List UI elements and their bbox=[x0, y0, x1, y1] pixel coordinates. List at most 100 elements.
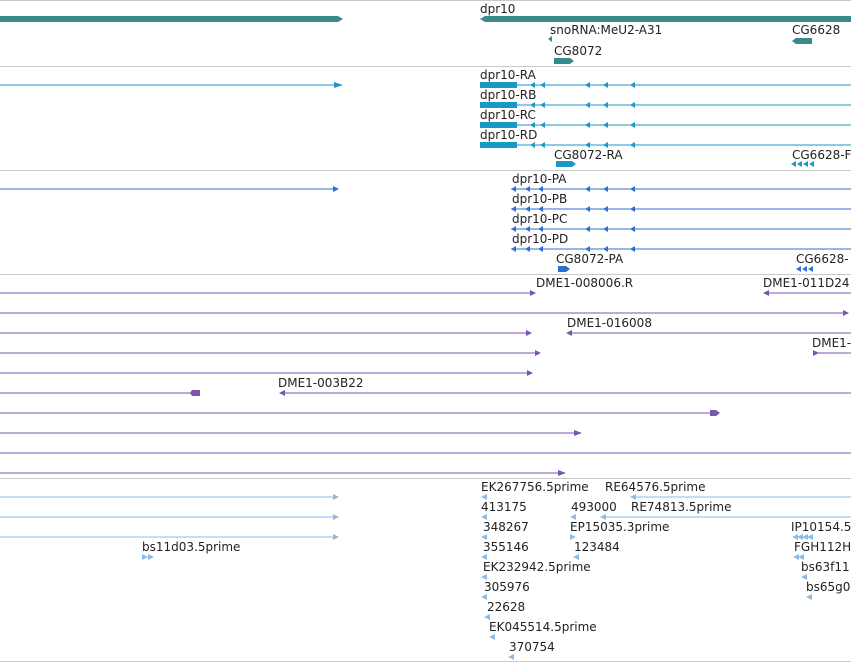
gene-feature-cg6628[interactable] bbox=[792, 38, 812, 44]
transcript-feature-cg6628[interactable] bbox=[791, 161, 814, 167]
est-feature-493000[interactable] bbox=[570, 514, 576, 520]
transcript-feature-dpr10-rd[interactable] bbox=[480, 142, 851, 148]
track-separator bbox=[0, 274, 851, 275]
gene-label[interactable]: CG6628 bbox=[792, 23, 841, 37]
est-feature-ep15035[interactable] bbox=[570, 534, 576, 540]
est-label[interactable]: EK232942.5prime bbox=[483, 560, 591, 574]
transcript-feature-dpr10-ra[interactable] bbox=[480, 82, 851, 88]
transcript-track bbox=[0, 82, 851, 167]
probe-feature[interactable] bbox=[0, 370, 533, 376]
probe-feature-016008[interactable] bbox=[566, 330, 851, 336]
probe-feature[interactable] bbox=[0, 430, 582, 436]
protein-label[interactable]: dpr10-PD bbox=[512, 232, 569, 246]
probe-label[interactable]: DME1-016008 bbox=[567, 316, 652, 330]
est-feature-ek232942[interactable] bbox=[481, 574, 487, 580]
probe-label[interactable]: DME1-008006.R bbox=[536, 276, 634, 290]
gene-label[interactable]: dpr10 bbox=[480, 2, 516, 16]
est-feature[interactable] bbox=[0, 494, 339, 500]
est-feature-348267[interactable] bbox=[481, 534, 487, 540]
est-label[interactable]: FGH112H bbox=[794, 540, 851, 554]
est-label[interactable]: 348267 bbox=[483, 520, 529, 534]
probe-feature[interactable] bbox=[0, 410, 720, 416]
probe-label[interactable]: DME1-011D24 bbox=[763, 276, 850, 290]
est-feature-ip10154[interactable] bbox=[792, 534, 813, 540]
protein-feature-dpr10-pd[interactable] bbox=[511, 246, 851, 252]
gene-feature[interactable] bbox=[0, 16, 343, 22]
est-label[interactable]: IP10154.5 bbox=[791, 520, 851, 534]
est-label[interactable]: bs65g0 bbox=[806, 580, 851, 594]
protein-label[interactable]: CG8072-PA bbox=[556, 252, 624, 266]
transcript-label[interactable]: CG8072-RA bbox=[554, 148, 623, 162]
transcript-label[interactable]: CG6628-F bbox=[792, 148, 851, 162]
gene-feature-cg8072[interactable] bbox=[554, 58, 574, 64]
protein-feature-dpr10-pb[interactable] bbox=[511, 206, 851, 212]
transcript-feature-cg8072-ra[interactable] bbox=[556, 161, 576, 167]
est-feature-305976[interactable] bbox=[481, 594, 487, 600]
est-feature-ek045514[interactable] bbox=[489, 634, 495, 640]
est-feature-22628[interactable] bbox=[484, 614, 490, 620]
protein-feature-cg8072-pa[interactable] bbox=[558, 266, 570, 272]
protein-label[interactable]: dpr10-PB bbox=[512, 192, 568, 206]
protein-feature-dpr10-pc[interactable] bbox=[511, 226, 851, 232]
est-label[interactable]: EP15035.3prime bbox=[570, 520, 670, 534]
est-feature-355146[interactable] bbox=[481, 554, 487, 560]
transcript-feature-dpr10-rc[interactable] bbox=[480, 122, 851, 128]
protein-feature-dpr10-pa[interactable] bbox=[511, 186, 851, 192]
est-label[interactable]: EK267756.5prime bbox=[481, 480, 589, 494]
probe-feature-011d24[interactable] bbox=[763, 290, 851, 296]
est-feature-bs11d03[interactable] bbox=[142, 554, 154, 560]
est-feature-ek267756[interactable] bbox=[481, 494, 487, 500]
probe-label[interactable]: DME1-003B22 bbox=[278, 376, 364, 390]
est-label[interactable]: 355146 bbox=[483, 540, 529, 554]
probe-feature[interactable] bbox=[0, 470, 566, 476]
est-label[interactable]: 123484 bbox=[574, 540, 620, 554]
protein-feature-cg6628[interactable] bbox=[796, 266, 813, 272]
est-feature-370754[interactable] bbox=[508, 654, 514, 660]
est-label[interactable]: RE64576.5prime bbox=[605, 480, 706, 494]
est-feature[interactable] bbox=[0, 534, 339, 540]
transcript-label[interactable]: dpr10-RA bbox=[480, 68, 536, 82]
probe-track bbox=[0, 290, 851, 476]
probe-feature[interactable] bbox=[0, 350, 541, 356]
probe-feature[interactable] bbox=[0, 310, 849, 316]
est-feature-bs63f11[interactable] bbox=[801, 574, 807, 580]
protein-label[interactable]: dpr10-PC bbox=[512, 212, 568, 226]
protein-label[interactable]: CG6628- bbox=[796, 252, 849, 266]
est-label[interactable]: 413175 bbox=[481, 500, 527, 514]
est-feature[interactable] bbox=[0, 514, 339, 520]
est-feature-fgh112h[interactable] bbox=[793, 554, 804, 560]
protein-track bbox=[0, 186, 851, 272]
transcript-label[interactable]: dpr10-RB bbox=[480, 88, 537, 102]
est-feature-re74813[interactable] bbox=[600, 514, 851, 520]
est-label[interactable]: 22628 bbox=[487, 600, 526, 614]
est-label[interactable]: 370754 bbox=[509, 640, 555, 654]
track-separator bbox=[0, 66, 851, 67]
est-label[interactable]: 305976 bbox=[484, 580, 530, 594]
gene-feature-snorna[interactable] bbox=[548, 36, 552, 42]
gene-feature-dpr10[interactable] bbox=[480, 16, 851, 22]
est-feature-123484[interactable] bbox=[573, 554, 579, 560]
est-label[interactable]: bs63f11 bbox=[801, 560, 850, 574]
transcript-feature-dpr10-rb[interactable] bbox=[480, 102, 851, 108]
track-separator bbox=[0, 478, 851, 479]
probe-feature-dme1[interactable] bbox=[813, 350, 851, 356]
est-label[interactable]: RE74813.5prime bbox=[631, 500, 732, 514]
probe-feature-003b22[interactable] bbox=[279, 390, 851, 396]
transcript-label[interactable]: dpr10-RC bbox=[480, 108, 536, 122]
probe-feature[interactable] bbox=[0, 390, 200, 396]
est-label[interactable]: bs11d03.5prime bbox=[142, 540, 241, 554]
est-feature-bs65g0[interactable] bbox=[806, 594, 812, 600]
est-label[interactable]: 493000 bbox=[571, 500, 617, 514]
transcript-label[interactable]: dpr10-RD bbox=[480, 128, 538, 142]
protein-label[interactable]: dpr10-PA bbox=[512, 172, 567, 186]
est-feature-413175[interactable] bbox=[481, 514, 487, 520]
probe-feature[interactable] bbox=[0, 290, 536, 296]
est-label[interactable]: EK045514.5prime bbox=[489, 620, 597, 634]
est-feature-re64576[interactable] bbox=[630, 494, 851, 500]
probe-label[interactable]: DME1- bbox=[812, 336, 851, 350]
probe-feature[interactable] bbox=[0, 330, 532, 336]
gene-label[interactable]: snoRNA:MeU2-A31 bbox=[550, 23, 663, 37]
gene-label[interactable]: CG8072 bbox=[554, 44, 603, 58]
